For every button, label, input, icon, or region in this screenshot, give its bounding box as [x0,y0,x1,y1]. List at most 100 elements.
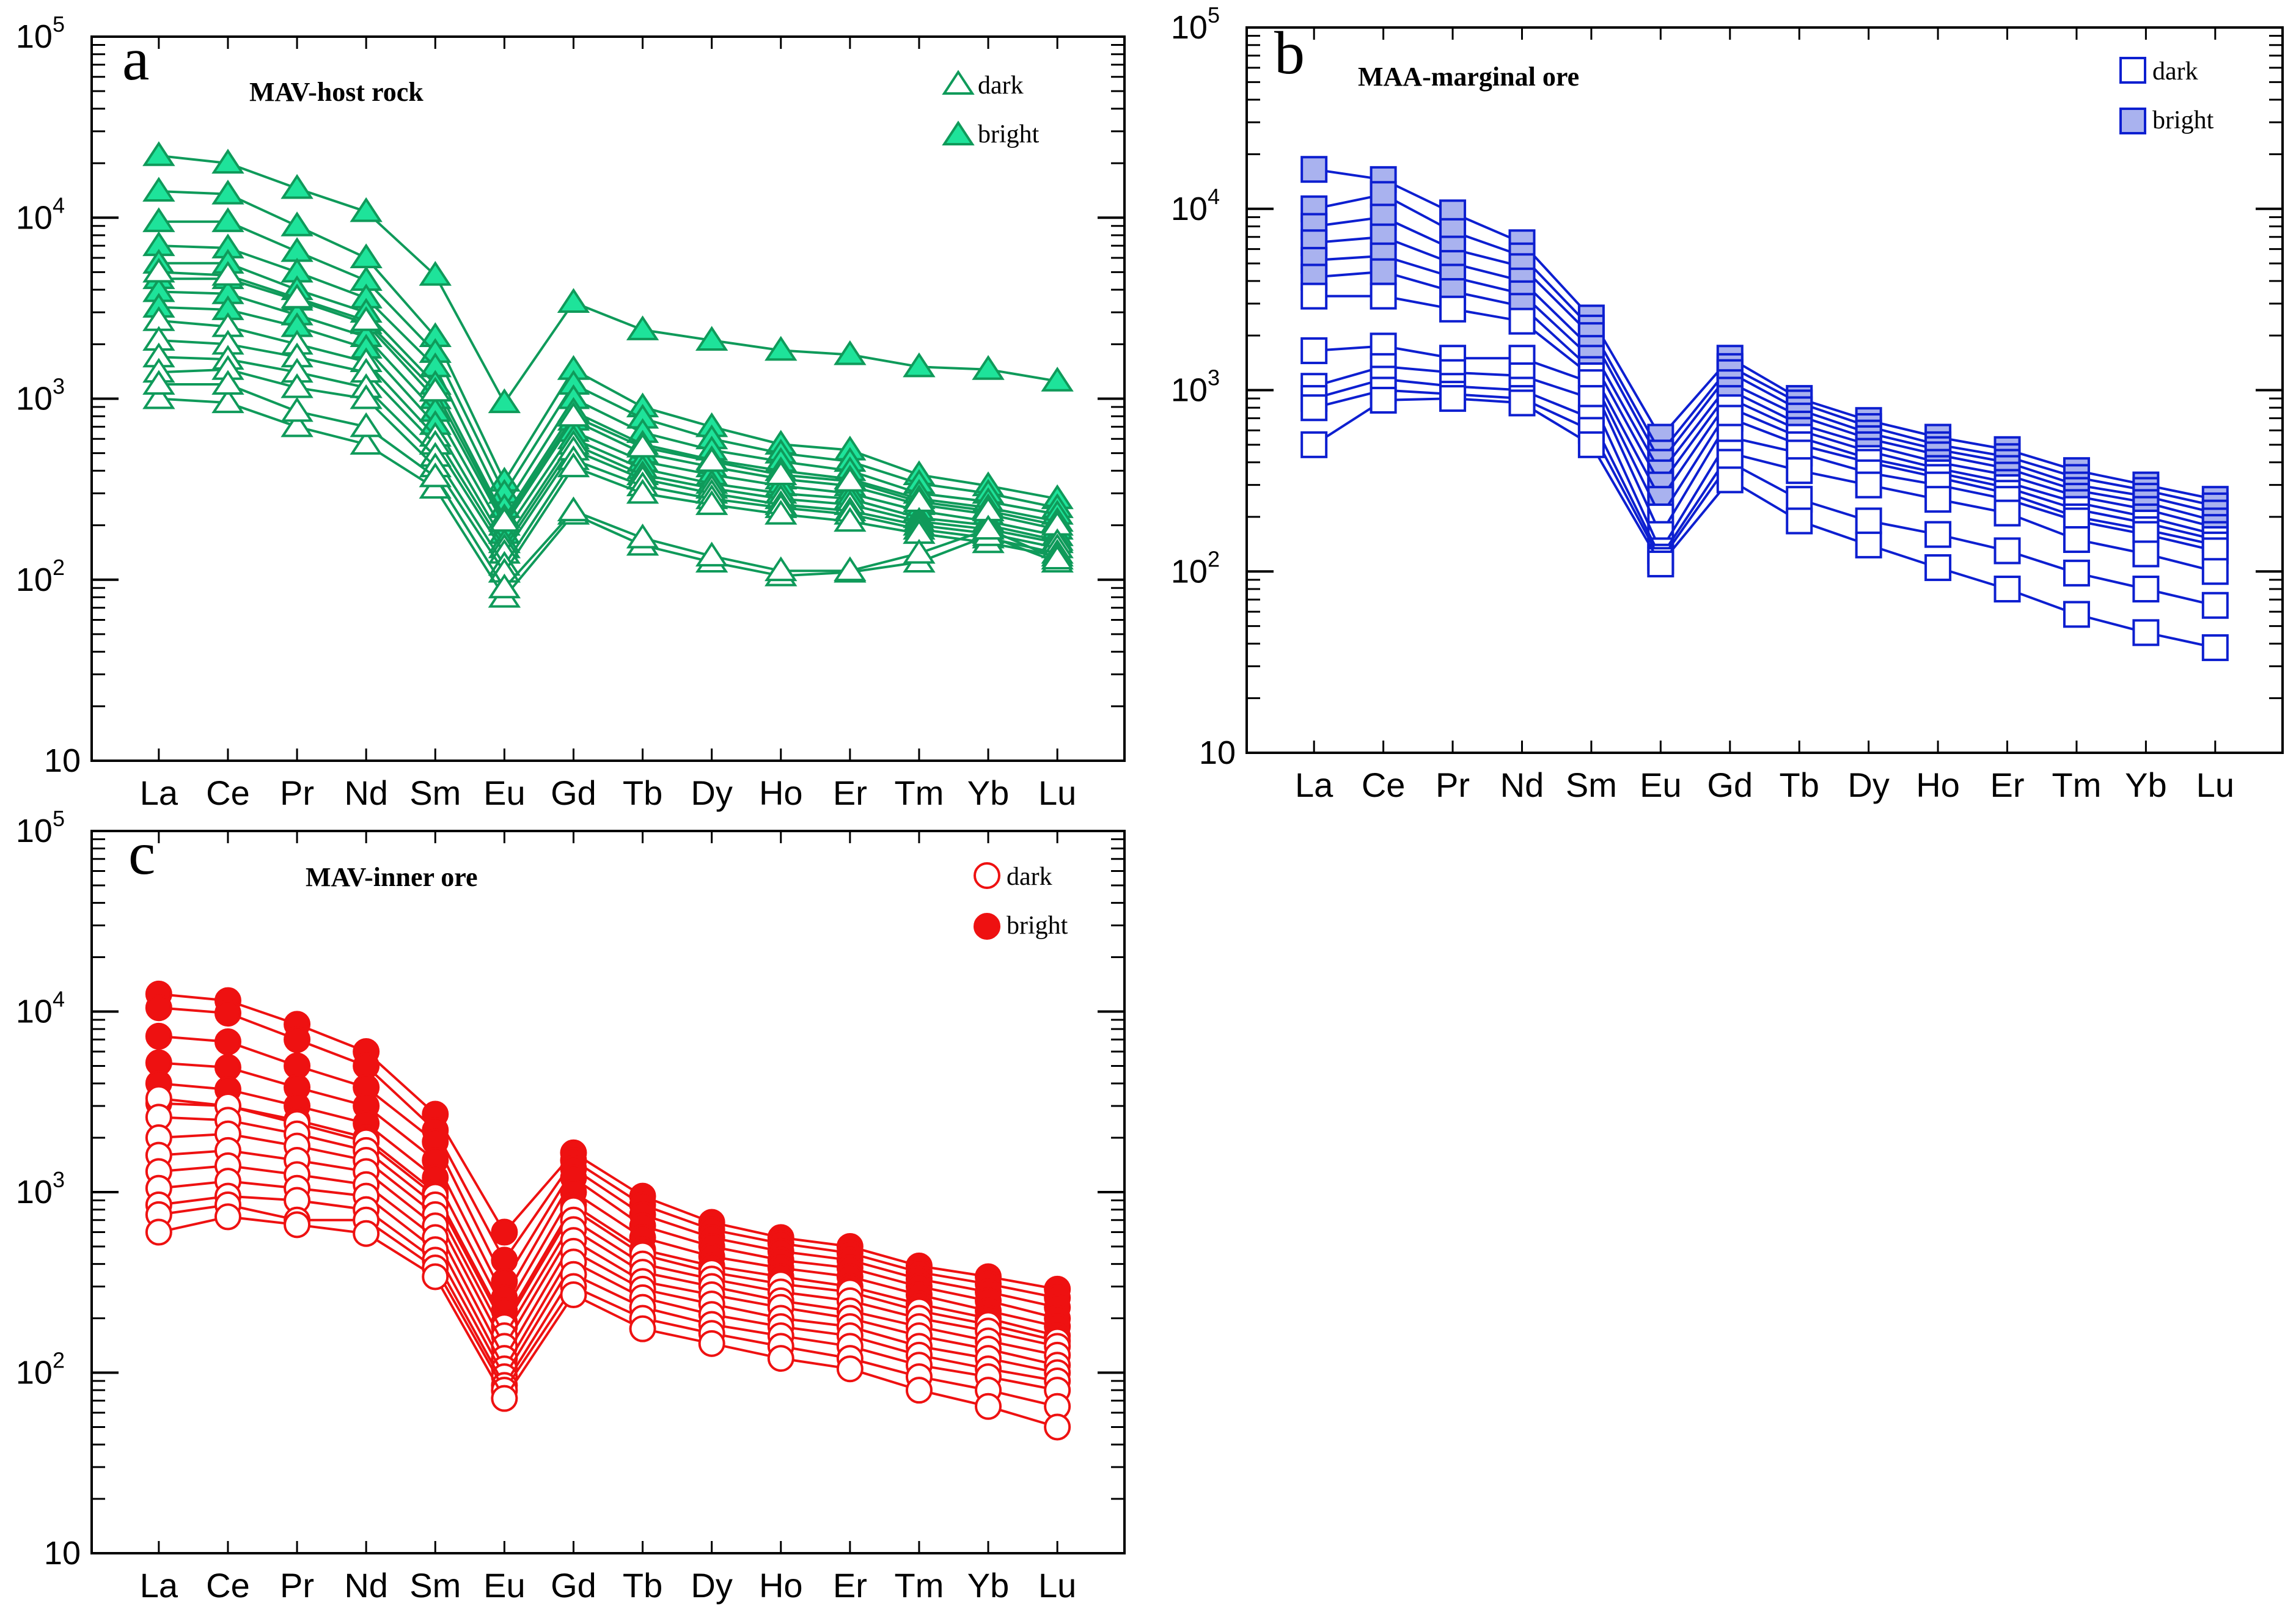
panel-a: 10 102 103 104 105 La Ce Pr Nd Sm Eu Gd Tb Dy Ho Er Tm Yb… [16,12,1126,812]
data-point [284,1211,311,1239]
y-tick-label: 103 [16,374,65,417]
data-point [2063,525,2090,553]
x-tick-label-tm: Tm [895,774,944,812]
legend-marker-dark [974,862,1000,889]
data-point [350,430,383,455]
data-point [695,541,728,567]
x-tick-label-dy: Dy [1847,766,1889,804]
legend-label-dark: dark [2152,57,2198,86]
data-point [1993,537,2021,565]
data-point [142,384,175,409]
y-tick-label: 102 [1171,546,1220,590]
legend-marker-dark [942,70,975,95]
x-tick-label-tb: Tb [1780,766,1819,804]
data-point [214,1000,241,1027]
data-point [1647,550,1674,577]
data-point [1993,499,2021,527]
data-point [281,284,314,309]
data-point [281,174,314,199]
data-point [1300,282,1328,310]
data-point [281,373,314,398]
data-point [834,340,867,365]
series-line [158,319,1058,551]
data-point [1786,507,1813,535]
x-tick-label-eu: Eu [1640,766,1682,804]
series-line [158,397,1058,599]
series-dark [142,355,1074,583]
data-point [1855,507,1882,535]
legend-marker-dark [2119,57,2146,84]
panel-c: 10 102 103 104 105 La Ce Pr Nd Sm Eu Gd Tb Dy Ho Er Tm Yb… [16,806,1126,1605]
data-point [1041,367,1074,392]
data-point [1855,531,1882,558]
data-point [214,1028,241,1055]
legend-label-dark: dark [978,71,1024,100]
data-point [557,401,590,427]
y-tick-label: 104 [16,987,65,1030]
data-point [1044,1413,1071,1441]
data-point [834,556,867,582]
data-point [350,197,383,222]
data-point [281,211,314,236]
data-point [698,1330,725,1357]
data-point [419,462,452,488]
series-dark [145,1203,1071,1441]
y-tick-label: 10 [44,742,81,779]
data-point [1370,386,1397,414]
data-point [557,452,590,478]
data-point [422,1263,449,1290]
x-tick-label-pr: Pr [280,1566,314,1605]
data-point [1924,521,1952,548]
data-point [2132,619,2160,646]
legend-label-dark: dark [1007,863,1052,891]
x-tick-label-ho: Ho [1916,766,1960,804]
data-point [2201,634,2229,661]
data-point [145,1022,172,1050]
data-point [419,376,452,402]
x-tick-label-sm: Sm [1566,766,1617,804]
legend-marker-bright [974,913,1000,940]
x-tick-label-tb: Tb [623,774,662,812]
data-point [2063,559,2090,587]
x-tick-label-ce: Ce [206,774,250,812]
data-point [834,507,867,532]
x-tick-label-nd: Nd [1500,766,1544,804]
panel-title: MAV-inner ore [306,862,478,892]
data-point [142,207,175,232]
data-point [1370,181,1397,208]
data-point [2201,591,2229,619]
y-tick-label: 102 [16,1348,65,1391]
data-point [419,261,452,286]
y-tick-label: 104 [1171,184,1220,227]
legend-label-bright: bright [978,120,1040,148]
x-tick-label-lu: Lu [2196,766,2234,804]
series-dark [142,370,1074,599]
x-tick-label-pr: Pr [1436,766,1470,804]
data-point [214,1203,241,1231]
data-point [214,1054,241,1082]
data-point [1577,431,1605,458]
y-tick-label: 105 [1171,2,1220,46]
x-tick-label-yb: Yb [2125,766,2167,804]
data-point [142,141,175,166]
data-point [2063,601,2090,628]
series-line [158,356,1058,568]
data-point [1370,258,1397,285]
x-tick-label-la: La [1295,766,1333,804]
data-point [1300,337,1328,364]
data-point [1993,576,2021,603]
data-point [765,499,798,525]
data-point [281,237,314,262]
data-point [2201,558,2229,585]
data-point [350,384,383,409]
panel-title: MAV-host rock [249,77,424,107]
legend-label-bright: bright [1007,912,1068,940]
data-point [350,306,383,331]
x-tick-label-yb: Yb [967,1566,1010,1605]
data-point [903,352,936,378]
series-line [158,339,1058,556]
y-tick-label: 105 [16,806,65,849]
data-point [695,326,728,351]
data-point [491,1218,518,1246]
